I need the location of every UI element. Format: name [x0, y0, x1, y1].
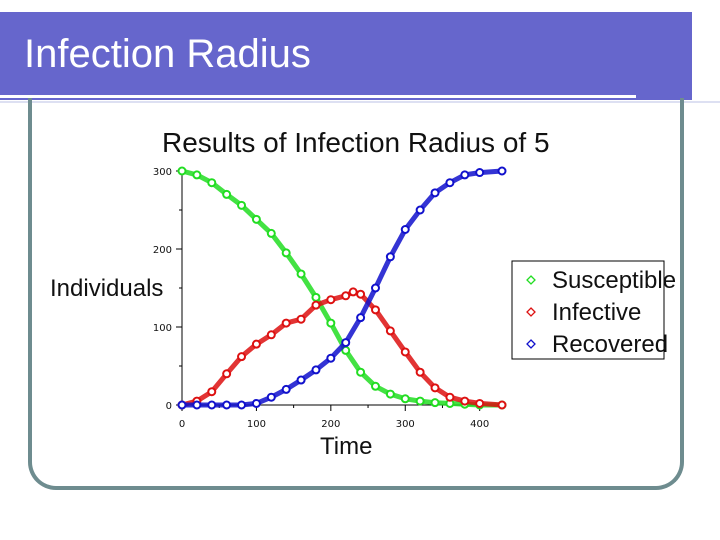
data-point-susceptible [296, 269, 306, 279]
data-point-recovered [445, 178, 455, 188]
data-point-recovered [222, 400, 232, 410]
data-point-infective [341, 291, 351, 301]
data-point-susceptible [356, 367, 366, 377]
data-point-infective [415, 367, 425, 377]
legend-marker-susceptible [526, 275, 536, 285]
data-point-susceptible [192, 170, 202, 180]
data-point-susceptible [415, 396, 425, 406]
legend-marker-recovered [526, 339, 536, 349]
axes: 0 100 200 300 0 100 200 300 400 [153, 167, 506, 430]
data-point-susceptible [311, 292, 321, 302]
data-point-susceptible [370, 381, 380, 391]
data-point-infective [497, 400, 507, 410]
data-point-recovered [370, 283, 380, 293]
data-point-recovered [460, 170, 470, 180]
legend-label-susceptible: Susceptible [552, 267, 676, 294]
data-point-recovered [311, 365, 321, 375]
legend-box [511, 260, 665, 360]
y-axis-title: Individuals [50, 275, 163, 302]
data-point-infective [460, 396, 470, 406]
y-tick-label: 0 [166, 401, 172, 412]
data-point-infective [311, 300, 321, 310]
data-point-recovered [237, 400, 247, 410]
data-point-recovered [430, 188, 440, 198]
data-point-infective [207, 387, 217, 397]
data-point-recovered [497, 166, 507, 176]
data-point-recovered [356, 313, 366, 323]
data-point-recovered [385, 252, 395, 262]
data-point-susceptible [326, 318, 336, 328]
data-point-infective [400, 347, 410, 357]
data-point-infective [281, 318, 291, 328]
title-divider [0, 95, 636, 98]
data-point-infective [370, 305, 380, 315]
data-point-recovered [281, 384, 291, 394]
data-point-recovered [266, 392, 276, 402]
title-divider-secondary [0, 101, 720, 103]
data-point-susceptible [430, 398, 440, 408]
series-recovered [177, 166, 507, 410]
data-point-recovered [415, 205, 425, 215]
data-point-infective [385, 326, 395, 336]
data-point-recovered [326, 353, 336, 363]
series-line-susceptible [179, 168, 505, 408]
x-tick-label: 100 [247, 419, 266, 430]
data-point-susceptible [237, 200, 247, 210]
data-point-susceptible [177, 166, 187, 176]
data-point-susceptible [281, 248, 291, 258]
data-point-recovered [341, 338, 351, 348]
data-point-susceptible [222, 189, 232, 199]
data-point-recovered [251, 398, 261, 408]
y-tick-label: 200 [153, 245, 172, 256]
data-point-recovered [207, 400, 217, 410]
data-point-infective [222, 369, 232, 379]
x-tick-label: 300 [396, 419, 415, 430]
data-point-infective [348, 287, 358, 297]
y-tick-label: 300 [153, 167, 172, 178]
legend: Susceptible Infective Recovered [511, 260, 676, 360]
legend-label-infective: Infective [552, 299, 641, 326]
data-point-infective [237, 352, 247, 362]
content-frame [28, 98, 684, 490]
title-bar [0, 12, 692, 100]
x-tick-label: 0 [179, 419, 185, 430]
data-point-infective [326, 295, 336, 305]
x-tick-label: 200 [321, 419, 340, 430]
data-point-recovered [192, 400, 202, 410]
data-point-infective [430, 383, 440, 393]
series-layer [177, 166, 507, 410]
data-point-infective [356, 289, 366, 299]
data-point-infective [296, 314, 306, 324]
legend-marker-infective [526, 307, 536, 317]
data-point-infective [445, 392, 455, 402]
data-point-susceptible [251, 214, 261, 224]
chart-title: Results of Infection Radius of 5 [162, 127, 550, 158]
data-point-susceptible [266, 228, 276, 238]
x-tick-label: 400 [470, 419, 489, 430]
data-point-infective [475, 398, 485, 408]
series-infective [177, 287, 507, 410]
series-line-recovered [179, 168, 505, 408]
data-point-recovered [475, 168, 485, 178]
slide-title: Infection Radius [24, 32, 311, 76]
data-point-susceptible [400, 394, 410, 404]
data-point-recovered [400, 225, 410, 234]
data-point-susceptible [207, 178, 217, 188]
data-point-susceptible [385, 389, 395, 399]
y-tick-label: 100 [153, 323, 172, 334]
data-point-infective [251, 339, 261, 349]
x-axis-title: Time [320, 433, 372, 460]
data-point-recovered [296, 375, 306, 385]
data-point-infective [266, 330, 276, 340]
legend-label-recovered: Recovered [552, 331, 668, 358]
data-point-recovered [177, 400, 187, 410]
